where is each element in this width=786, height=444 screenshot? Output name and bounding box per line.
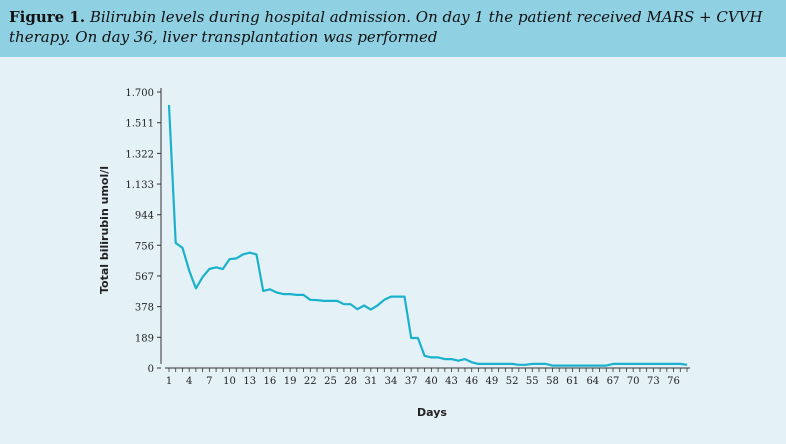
- figure-caption: Figure 1. Bilirubin levels during hospit…: [9, 7, 779, 47]
- y-tick-label: 1.511: [125, 119, 154, 130]
- y-tick-label: 189: [135, 333, 154, 344]
- x-tick-label: 70: [627, 376, 640, 387]
- x-tick-label: 52: [506, 376, 519, 387]
- bilirubin-line-chart: 0 189 378 567 756 944 1.133 1.322 1.511 1.700 1 4 7…: [98, 88, 690, 419]
- figure-caption-text: Bilirubin levels during hospital admissi…: [9, 8, 763, 46]
- x-tick-label: 55: [526, 376, 539, 387]
- x-tick-label: 1: [166, 376, 172, 387]
- y-tick-label: 756: [135, 241, 154, 252]
- y-tick-label: 944: [135, 211, 154, 222]
- x-tick-label: 19: [284, 376, 297, 387]
- y-axis-ticks: 0 189 378 567 756 944 1.133 1.322 1.511 1.700: [125, 88, 161, 375]
- x-tick-label: 31: [364, 376, 377, 387]
- x-tick-label: 46: [465, 376, 478, 387]
- y-tick-label: 1.700: [125, 88, 154, 99]
- x-tick-label: 43: [445, 376, 458, 387]
- y-tick-label: 378: [135, 303, 154, 314]
- x-tick-label: 22: [304, 376, 317, 387]
- x-tick-label: 64: [586, 376, 599, 387]
- x-tick-label: 49: [486, 376, 499, 387]
- x-tick-label: 76: [667, 376, 680, 387]
- y-axis-label: Total bilirubin umol/l: [98, 166, 111, 294]
- x-tick-label: 67: [607, 376, 620, 387]
- bilirubin-series-line: [167, 104, 688, 367]
- x-tick-label: 37: [405, 376, 418, 387]
- x-tick-label: 13: [243, 376, 256, 387]
- y-tick-label: 0: [148, 364, 154, 375]
- y-tick-label: 1.133: [125, 180, 154, 191]
- x-tick-label: 58: [546, 376, 559, 387]
- x-tick-label: 73: [647, 376, 660, 387]
- x-tick-label: 40: [425, 376, 438, 387]
- x-tick-label: 7: [206, 376, 212, 387]
- y-tick-label: 567: [135, 272, 154, 283]
- x-tick-label: 28: [344, 376, 357, 387]
- y-tick-label: 1.322: [125, 149, 154, 160]
- x-tick-label: 16: [264, 376, 277, 387]
- x-tick-label: 4: [186, 376, 192, 387]
- x-tick-label: 61: [566, 376, 579, 387]
- figure-label: Figure 1.: [9, 8, 86, 26]
- x-tick-label: 34: [385, 376, 398, 387]
- x-tick-label: 10: [223, 376, 236, 387]
- figure-caption-bar: Figure 1. Bilirubin levels during hospit…: [0, 0, 786, 57]
- x-tick-label: 25: [324, 376, 337, 387]
- x-axis-ticks: 1 4 7 10 13 16 19 22 25 28 31 34 37 40 43 46 49 52 55 58 61 6…: [166, 368, 688, 387]
- x-axis-label: Days: [417, 406, 447, 419]
